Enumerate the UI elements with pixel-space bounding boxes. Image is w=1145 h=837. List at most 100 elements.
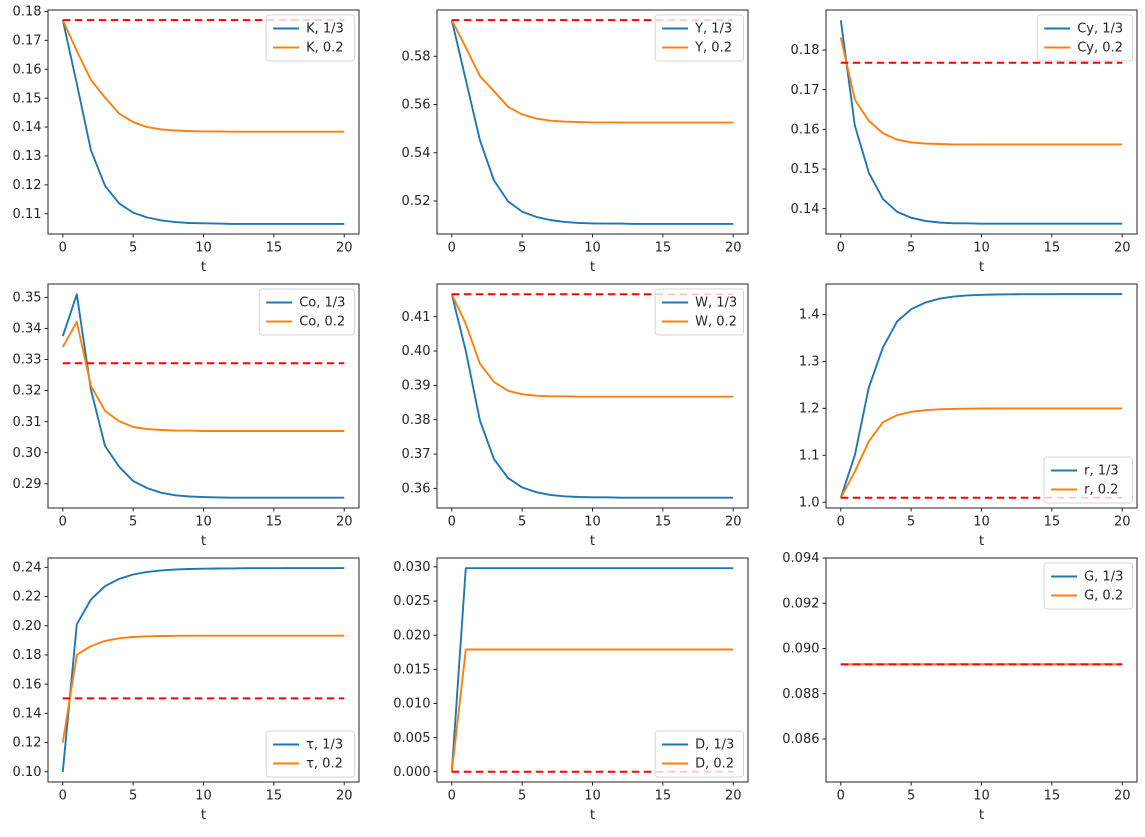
x-tick-label: 20 bbox=[725, 515, 742, 530]
legend-label: D, 1/3 bbox=[695, 738, 734, 753]
legend-box bbox=[265, 730, 356, 778]
x-tick-label: 20 bbox=[336, 241, 353, 256]
x-axis-label: t bbox=[590, 807, 595, 823]
y-tick-label: 0.54 bbox=[402, 146, 431, 161]
legend: Cy, 1/3 Cy, 0.2 bbox=[1036, 14, 1133, 62]
x-tick-label: 0 bbox=[59, 241, 67, 256]
legend-label: r, 0.2 bbox=[1084, 483, 1118, 498]
legend-label: K, 0.2 bbox=[306, 41, 343, 56]
x-axis-label: t bbox=[201, 807, 206, 823]
x-tick-label: 15 bbox=[655, 241, 672, 256]
x-tick-label: 15 bbox=[266, 515, 283, 530]
legend: τ, 1/3 τ, 0.2 bbox=[265, 730, 356, 778]
legend: r, 1/3 r, 0.2 bbox=[1043, 456, 1133, 504]
y-tick-label: 0.34 bbox=[13, 322, 42, 337]
x-tick-label: 20 bbox=[336, 515, 353, 530]
y-tick-label: 0.33 bbox=[13, 353, 42, 368]
y-tick-label: 0.16 bbox=[13, 677, 42, 692]
legend-box bbox=[1036, 14, 1133, 62]
series-line-tau-0 bbox=[61, 567, 345, 772]
y-tick-label: 0.17 bbox=[791, 83, 820, 98]
y-tick-label: 0.14 bbox=[13, 120, 42, 135]
legend-label: G, 0.2 bbox=[1084, 589, 1123, 604]
y-tick-label: 0.15 bbox=[13, 91, 42, 106]
legend-label: D, 0.2 bbox=[695, 757, 734, 772]
y-tick-label: 0.14 bbox=[13, 707, 42, 722]
x-tick-label: 10 bbox=[973, 515, 990, 530]
y-tick-label: 0.41 bbox=[402, 310, 431, 325]
x-tick-label: 0 bbox=[448, 241, 456, 256]
legend-label: Co, 0.2 bbox=[299, 315, 345, 330]
legend-label: K, 1/3 bbox=[306, 22, 344, 37]
y-tick-label: 0.090 bbox=[782, 642, 819, 657]
y-tick-label: 0.18 bbox=[13, 648, 42, 663]
y-tick-label: 0.020 bbox=[393, 628, 430, 643]
legend-label: Cy, 1/3 bbox=[1077, 22, 1123, 37]
x-tick-label: 10 bbox=[195, 789, 212, 804]
x-tick-label: 15 bbox=[655, 515, 672, 530]
x-axis-label: t bbox=[979, 259, 984, 275]
x-tick-label: 5 bbox=[129, 241, 137, 256]
y-tick-label: 0.38 bbox=[402, 413, 431, 428]
y-tick-label: 0.13 bbox=[13, 149, 42, 164]
y-tick-label: 0.088 bbox=[782, 687, 819, 702]
legend-box bbox=[1043, 456, 1133, 504]
series-line-D-0 bbox=[450, 567, 734, 772]
y-tick-label: 0.030 bbox=[393, 560, 430, 575]
subplot-r: 0 5 10 15 20 1.0 1.1 1.2 1.3 1.4 t r, 1/3 r, 0.2 bbox=[799, 283, 1138, 549]
x-tick-label: 20 bbox=[725, 241, 742, 256]
y-tick-label: 0.010 bbox=[393, 697, 430, 712]
x-axis-label: t bbox=[201, 533, 206, 549]
y-tick-label: 1.2 bbox=[799, 402, 820, 417]
x-tick-label: 20 bbox=[725, 789, 742, 804]
legend: W, 1/3 W, 0.2 bbox=[654, 288, 744, 336]
x-tick-label: 0 bbox=[59, 515, 67, 530]
y-tick-label: 0.20 bbox=[13, 619, 42, 634]
x-tick-label: 10 bbox=[973, 241, 990, 256]
y-tick-label: 0.092 bbox=[782, 596, 819, 611]
series-line-K-1 bbox=[61, 19, 345, 133]
legend-box bbox=[654, 730, 744, 778]
legend: K, 1/3 K, 0.2 bbox=[265, 14, 356, 62]
y-tick-label: 0.18 bbox=[791, 43, 820, 58]
x-tick-label: 10 bbox=[195, 515, 212, 530]
x-axis-label: t bbox=[590, 259, 595, 275]
x-tick-label: 5 bbox=[907, 515, 915, 530]
x-tick-label: 20 bbox=[1114, 515, 1131, 530]
y-tick-label: 0.005 bbox=[393, 731, 430, 746]
y-tick-label: 0.32 bbox=[13, 384, 42, 399]
y-tick-label: 0.10 bbox=[13, 765, 42, 780]
series-line-Cy-0 bbox=[839, 20, 1123, 225]
legend-label: Co, 1/3 bbox=[299, 296, 345, 311]
x-tick-label: 5 bbox=[518, 789, 526, 804]
legend-box bbox=[654, 14, 744, 62]
x-tick-label: 15 bbox=[1044, 789, 1061, 804]
x-tick-label: 10 bbox=[584, 241, 601, 256]
legend: D, 1/3 D, 0.2 bbox=[654, 730, 744, 778]
y-tick-label: 0.11 bbox=[13, 207, 42, 222]
legend-label: τ, 0.2 bbox=[306, 757, 343, 772]
y-tick-label: 0.24 bbox=[13, 561, 42, 576]
x-tick-label: 15 bbox=[266, 789, 283, 804]
y-tick-label: 0.58 bbox=[402, 49, 431, 64]
y-tick-label: 0.000 bbox=[393, 765, 430, 780]
series-line-Y-1 bbox=[450, 19, 734, 124]
y-tick-label: 0.025 bbox=[393, 594, 430, 609]
x-tick-label: 10 bbox=[195, 241, 212, 256]
y-tick-label: 0.39 bbox=[402, 379, 431, 394]
legend-label: τ, 1/3 bbox=[306, 738, 343, 753]
x-tick-label: 5 bbox=[907, 241, 915, 256]
x-tick-label: 5 bbox=[518, 515, 526, 530]
legend-label: Y, 0.2 bbox=[694, 41, 732, 56]
y-tick-label: 0.22 bbox=[13, 590, 42, 605]
subplot-K: 0 5 10 15 20 0.11 0.12 0.13 0.14 0.15 0.16 0.17 0.18… bbox=[13, 5, 360, 275]
x-tick-label: 20 bbox=[336, 789, 353, 804]
y-tick-label: 0.31 bbox=[13, 415, 42, 430]
legend-label: W, 0.2 bbox=[695, 315, 737, 330]
x-tick-label: 15 bbox=[1044, 241, 1061, 256]
subplot-tau: 0 5 10 15 20 0.10 0.12 0.14 0.16 0.18 0.20 0.22 0.24… bbox=[13, 557, 360, 823]
x-tick-label: 15 bbox=[266, 241, 283, 256]
